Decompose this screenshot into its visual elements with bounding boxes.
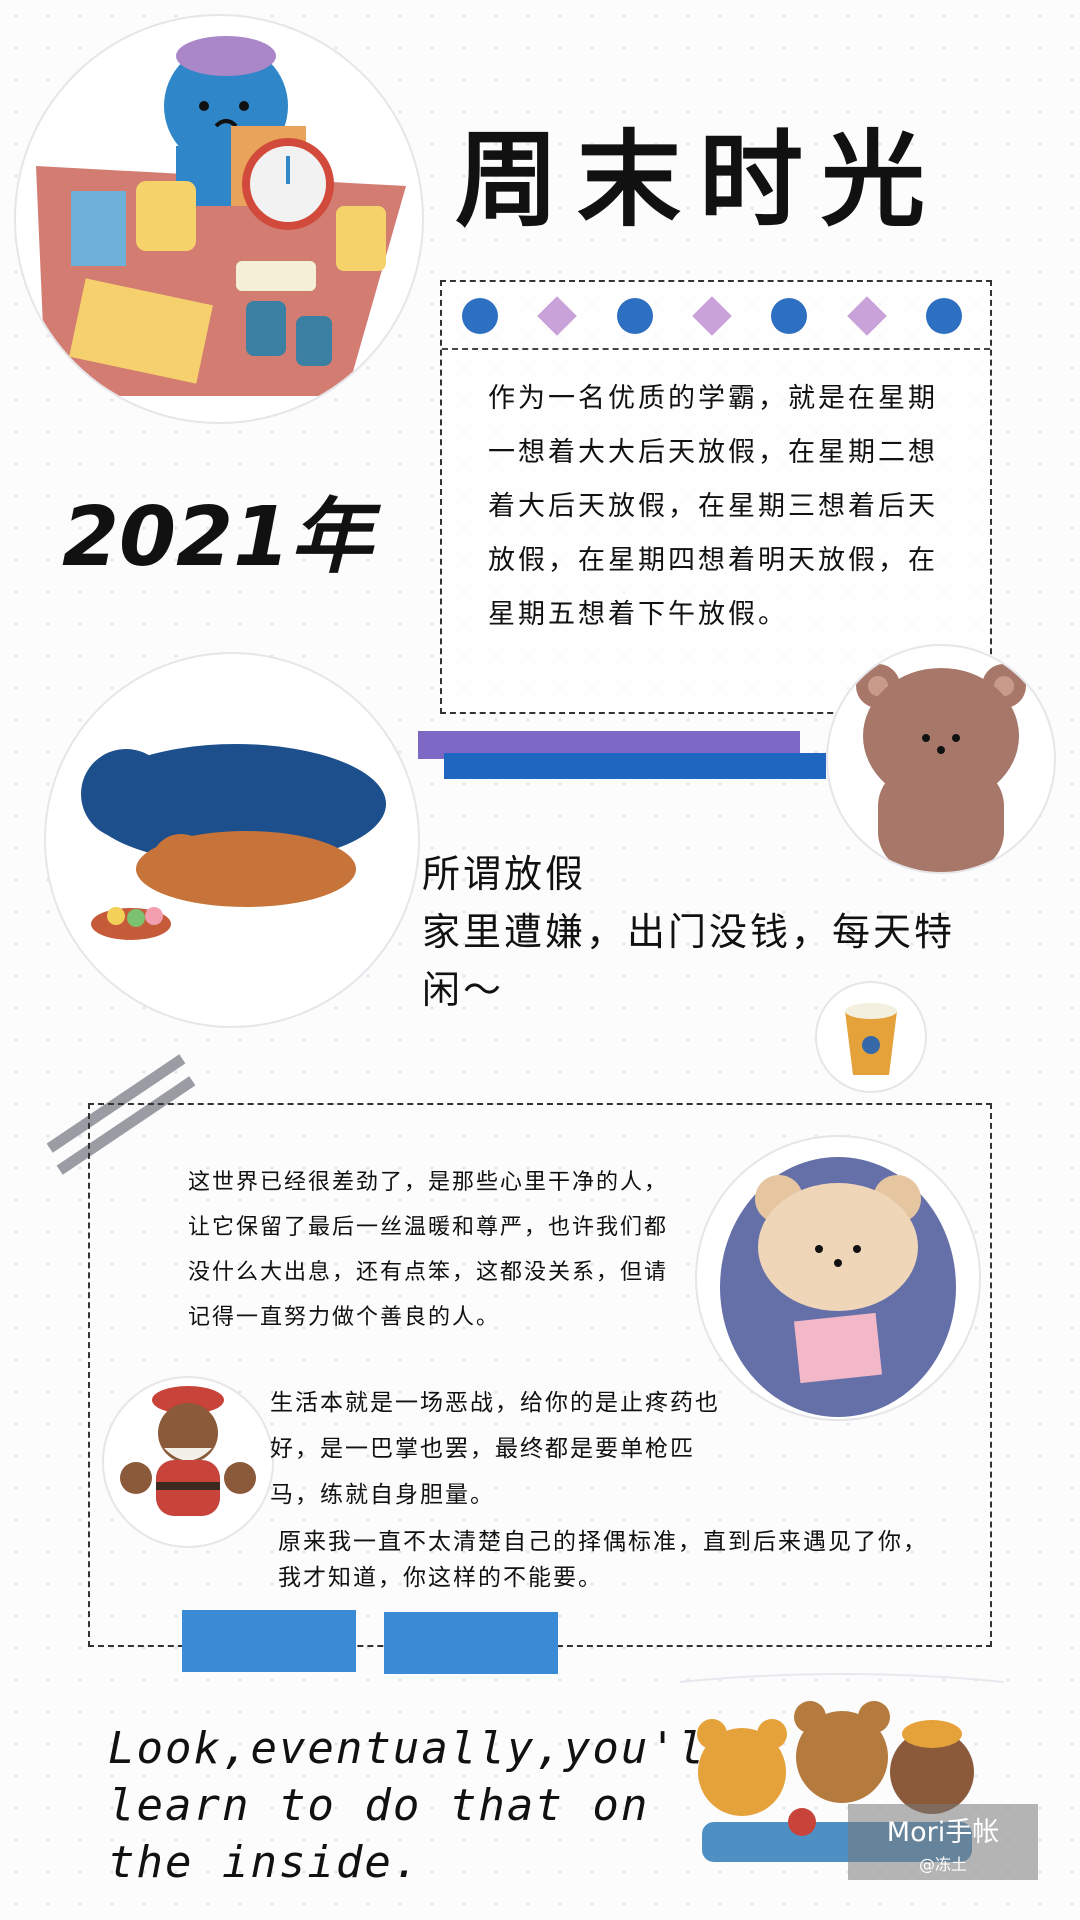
english-quote: Look,eventually,you'll learn to do that … (108, 1720, 735, 1891)
page-title: 周末时光 (455, 119, 944, 241)
lavender-diamond-icon (692, 296, 732, 336)
watermark-brand: Mori手帐 (886, 1817, 1000, 1848)
note-box-top (440, 280, 992, 714)
quote-line-3: the inside. (108, 1837, 422, 1888)
blue-tape-stripe (444, 753, 826, 779)
cup-sticker (815, 981, 927, 1093)
lavender-diamond-icon (846, 296, 887, 336)
blue-block-right (384, 1612, 558, 1674)
blue-block-left (182, 1610, 356, 1672)
bear-shop-illustration (14, 14, 424, 424)
hooded-bear-illustration (695, 1135, 981, 1421)
weekday-paragraph: 作为一名优质的学霸，就是在星期一想着大大后天放假，在星期二想着大后天放假，在星期… (488, 383, 938, 630)
year-label: 2021年 (62, 490, 373, 585)
lavender-diamond-icon (537, 296, 578, 336)
vacation-heading: 所谓放假 (422, 852, 587, 896)
life-paragraph: 生活本就是一场恶战，给你的是止疼药也好，是一巴掌也罢，最终都是要单枪匹马，练就自… (270, 1390, 720, 1508)
quote-line-2: learn to do that on (108, 1780, 650, 1831)
decorative-pattern (462, 292, 962, 340)
quote-line-1: Look,eventually,you'll (108, 1723, 735, 1774)
vacation-body: 家里遭嫌，出门没钱，每天特闲～ (422, 910, 956, 1012)
watermark-author: @冻土 (918, 1855, 967, 1874)
brown-bear-illustration (826, 644, 1056, 874)
blue-dot-icon (925, 298, 962, 334)
watermark-badge: Mori手帐 @冻土 (848, 1804, 1038, 1880)
vacation-text: 所谓放假 家里遭嫌，出门没钱，每天特闲～ (422, 845, 982, 1019)
blue-dot-icon (771, 298, 808, 334)
blue-dot-icon (462, 298, 498, 334)
gingerbread-sticker (102, 1376, 274, 1548)
sleeping-bears-illustration (44, 652, 420, 1028)
partner-paragraph: 原来我一直不太清楚自己的择偶标准，直到后来遇见了你，我才知道，你这样的不能要。 (278, 1529, 928, 1591)
blue-dot-icon (616, 298, 653, 334)
kindness-paragraph: 这世界已经很差劲了，是那些心里干净的人，让它保留了最后一丝温暖和尊严，也许我们都… (188, 1170, 669, 1330)
dashed-divider (442, 348, 990, 350)
